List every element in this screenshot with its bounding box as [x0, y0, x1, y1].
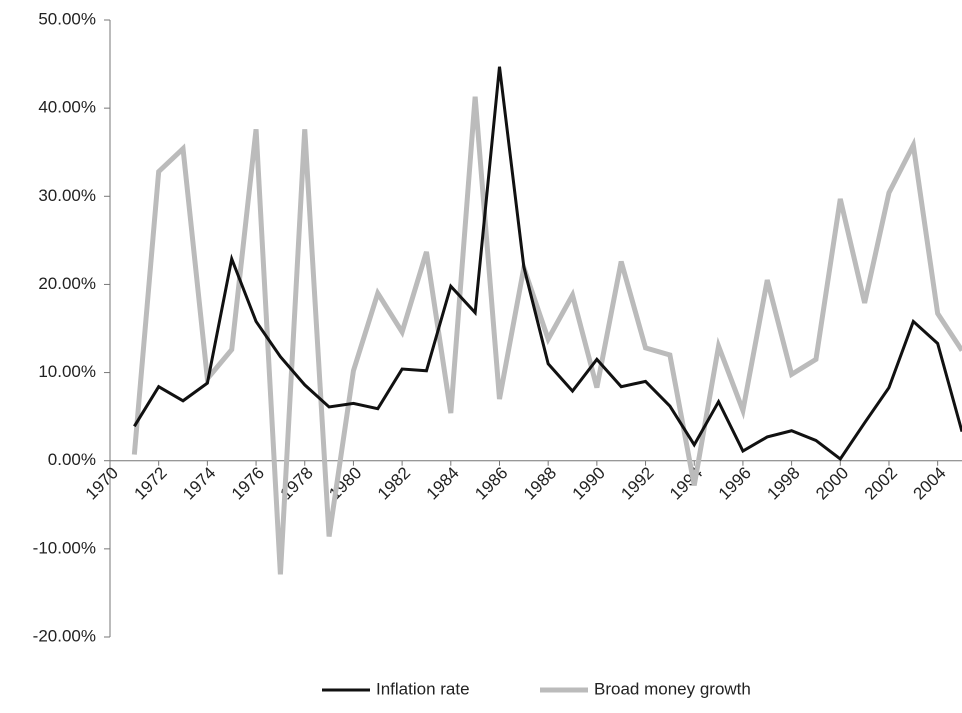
x-tick-label: 1972 [131, 463, 171, 503]
x-tick-label: 1984 [423, 463, 463, 503]
y-tick-label: 40.00% [38, 98, 96, 117]
x-tick-label: 2000 [812, 463, 852, 503]
x-tick-label: 1970 [82, 463, 122, 503]
x-tick-label: 1996 [715, 463, 755, 503]
legend-label: Broad money growth [594, 679, 751, 698]
series-line [133, 66, 962, 462]
x-tick-label: 1992 [617, 463, 657, 503]
x-tick-label: 1986 [471, 463, 511, 503]
x-tick-label: 1998 [763, 463, 803, 503]
x-tick-label: 1990 [569, 463, 609, 503]
y-tick-label: 50.00% [38, 9, 96, 28]
y-tick-label: 10.00% [38, 362, 96, 381]
y-tick-label: 20.00% [38, 274, 96, 293]
x-tick-label: 1980 [325, 463, 365, 503]
y-tick-label: -10.00% [33, 538, 96, 557]
x-tick-label: 1994 [666, 463, 706, 503]
x-tick-label: 1982 [374, 463, 414, 503]
x-tick-label: 1974 [179, 463, 219, 503]
x-tick-label: 2002 [861, 463, 901, 503]
series-line [131, 96, 962, 575]
y-tick-label: 30.00% [38, 186, 96, 205]
x-tick-label: 2004 [909, 463, 949, 503]
y-tick-label: 0.00% [48, 450, 96, 469]
x-tick-label: 1976 [228, 463, 268, 503]
y-tick-label: -20.00% [33, 626, 96, 645]
legend-label: Inflation rate [376, 679, 470, 698]
x-tick-label: 1988 [520, 463, 560, 503]
